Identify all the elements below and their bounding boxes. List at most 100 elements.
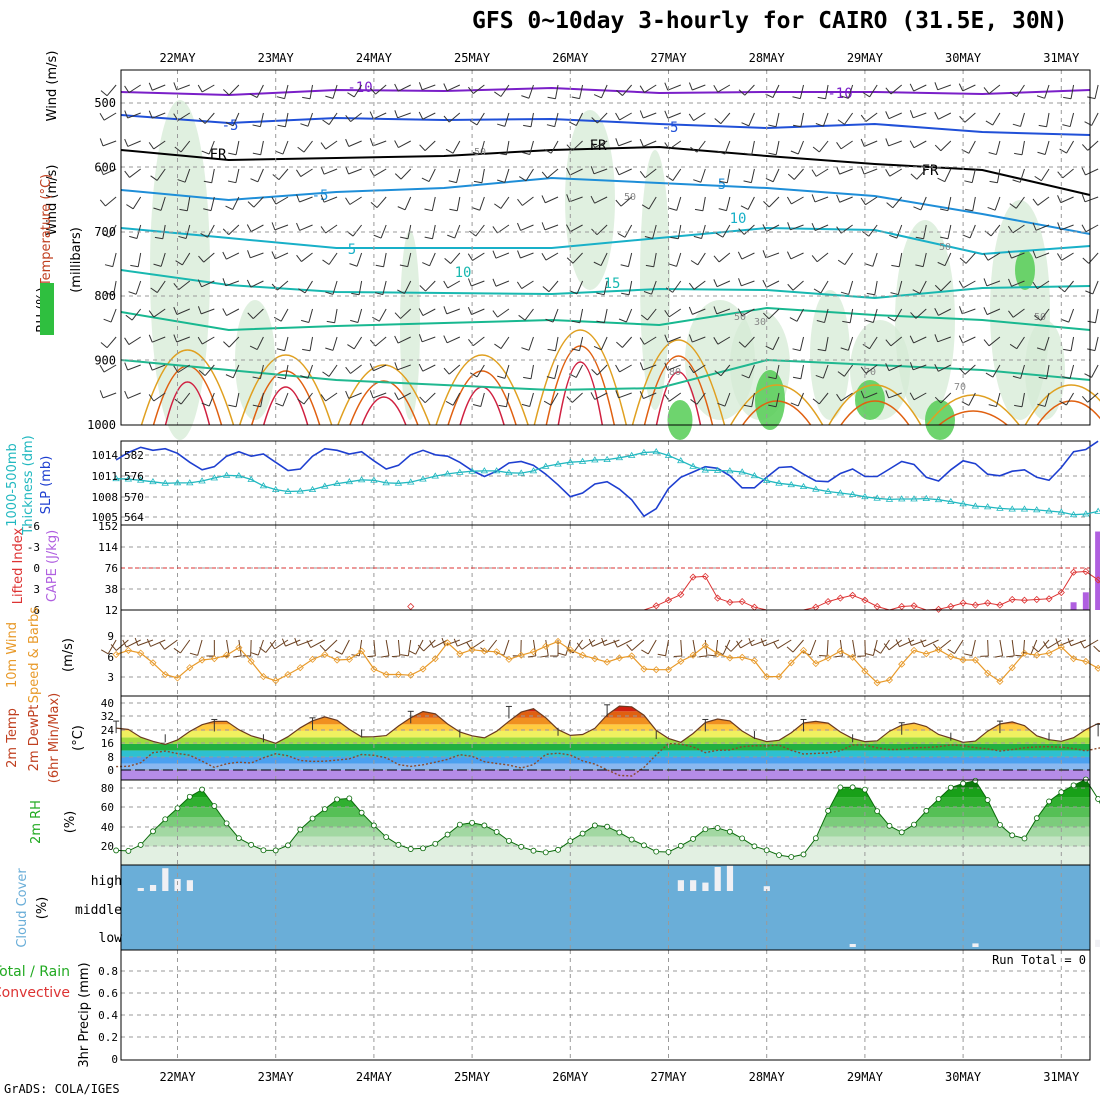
wind-barb-flag [497, 179, 505, 183]
thickness-marker [627, 451, 636, 458]
wind-barb-flag [790, 150, 799, 155]
wind-barb-flag [713, 279, 718, 287]
thickness-tick: 582 [124, 449, 144, 462]
wind-barb-flag [1008, 250, 1012, 259]
panel-grid [121, 950, 1090, 1060]
wind-barb [506, 140, 510, 155]
rh-line [116, 778, 1100, 858]
wind-barb [938, 364, 952, 372]
wind-barb-flag [836, 166, 841, 175]
wind-speed-marker [456, 650, 464, 658]
wind-barb [1061, 252, 1074, 261]
wind-barb-flag [444, 257, 451, 264]
wind-barb-flag [468, 339, 474, 346]
rh-marker [1070, 782, 1077, 789]
isotherm-line [120, 358, 1091, 392]
rh-marker [1033, 815, 1040, 822]
wind-barb [775, 112, 780, 127]
ylabel-total-rain: Total / Rain [0, 964, 70, 980]
date-label-top: 27MAY [650, 51, 687, 65]
wind-barb-flag [765, 345, 774, 351]
wind-barb [815, 168, 829, 177]
wind-barb [308, 308, 314, 323]
wind-barb-flag [815, 123, 824, 127]
wind-barb-flag [959, 306, 963, 314]
wind-speed-marker [149, 659, 157, 667]
wind-barb-flag [664, 110, 669, 119]
rh-marker [260, 847, 267, 854]
rh-marker [555, 846, 561, 853]
wind-barb-flag [197, 336, 203, 345]
wind-barb [446, 336, 461, 344]
ylabel-speed-barbs: Speed & Barbs [27, 607, 42, 704]
temperature-contour [140, 349, 235, 426]
isotherm-label: -10 [827, 86, 852, 102]
wind-speed-marker [198, 656, 206, 664]
wind-barb [1085, 168, 1099, 176]
wind-barb [186, 196, 191, 211]
rh-label: 50 [624, 192, 636, 203]
thickness-marker [1033, 506, 1041, 513]
wind-barb [594, 196, 608, 204]
panel-grid [177, 865, 1062, 950]
wind-barb [940, 140, 952, 152]
wind-barb-flag [786, 196, 792, 205]
wind-speed-marker [210, 655, 218, 663]
temperature-contour [938, 410, 1008, 426]
thickness-marker [640, 448, 648, 455]
wind-barb [716, 308, 731, 315]
wind-barb [726, 168, 731, 183]
wind-barb-flag [518, 176, 527, 182]
wind-barb-flag [865, 319, 874, 323]
thickness-marker [713, 466, 722, 473]
rh-marker [788, 854, 795, 860]
wind-barb [530, 112, 534, 127]
wind-barb [358, 639, 363, 656]
wind-barb [456, 196, 461, 211]
date-label-bottom: 28MAY [749, 1070, 786, 1084]
temperature-contour [828, 384, 922, 426]
wind-barb-flag [983, 307, 988, 315]
wind-barb-flag [837, 259, 846, 266]
wind-barb-flag [252, 404, 261, 408]
rh-marker [432, 840, 439, 847]
wind-barb-flag [541, 171, 548, 179]
wind-barb [596, 364, 608, 376]
wind-barb-flag [934, 308, 939, 316]
wind-barb-flag [1043, 641, 1049, 649]
wind-barb [307, 112, 313, 127]
wind-barb [772, 168, 780, 182]
wind-barb [348, 392, 362, 399]
wind-barb-flag [885, 138, 890, 147]
wind-barb-flag [100, 90, 108, 97]
wind-barb-flag [547, 96, 556, 100]
thickness-marker [775, 479, 783, 486]
wind-barb [480, 392, 485, 407]
wind-barb [105, 196, 117, 207]
wind-barb-flag [811, 169, 817, 177]
wind-barb [843, 364, 854, 377]
wind-barb-flag [345, 197, 351, 205]
rh-marker [751, 843, 758, 850]
wind-barb [452, 140, 461, 154]
wind-barb [772, 84, 780, 98]
thickness-marker [480, 467, 489, 474]
wind-barb [772, 336, 780, 350]
wind-barb [1016, 84, 1025, 97]
wind-barb [643, 140, 657, 147]
lifted-index-marker [701, 572, 709, 580]
wind-speed-marker [775, 673, 783, 681]
wind-barb-flag [148, 362, 153, 371]
wind-barb [113, 280, 117, 295]
wind-barb [968, 140, 976, 154]
wind-barb-flag [815, 374, 824, 379]
wind-barb [257, 168, 264, 183]
wind-barb [971, 639, 976, 656]
rh-marker [272, 847, 279, 854]
wind-barb [528, 84, 534, 99]
wind-barb [702, 196, 706, 211]
wind-barb-flag [1082, 257, 1090, 264]
wind-barb-flag [443, 83, 448, 91]
thickness-marker [689, 462, 697, 469]
wind-barb [647, 308, 657, 321]
